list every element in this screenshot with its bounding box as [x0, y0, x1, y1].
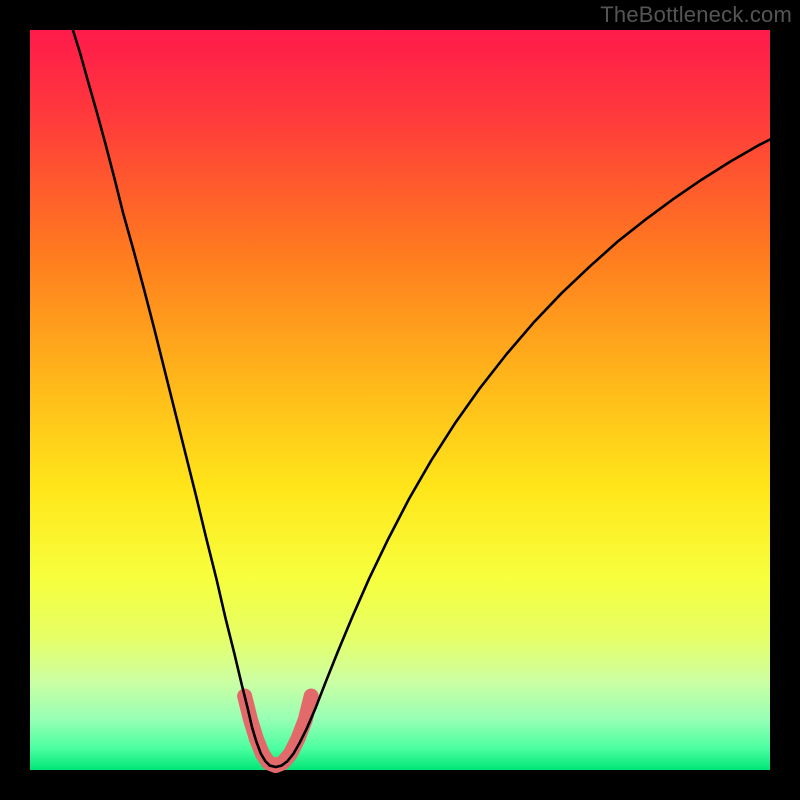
- chart-container: TheBottleneck.com: [0, 0, 800, 800]
- plot-background: [30, 30, 770, 770]
- watermark-text: TheBottleneck.com: [600, 2, 792, 28]
- bottleneck-chart: [0, 0, 800, 800]
